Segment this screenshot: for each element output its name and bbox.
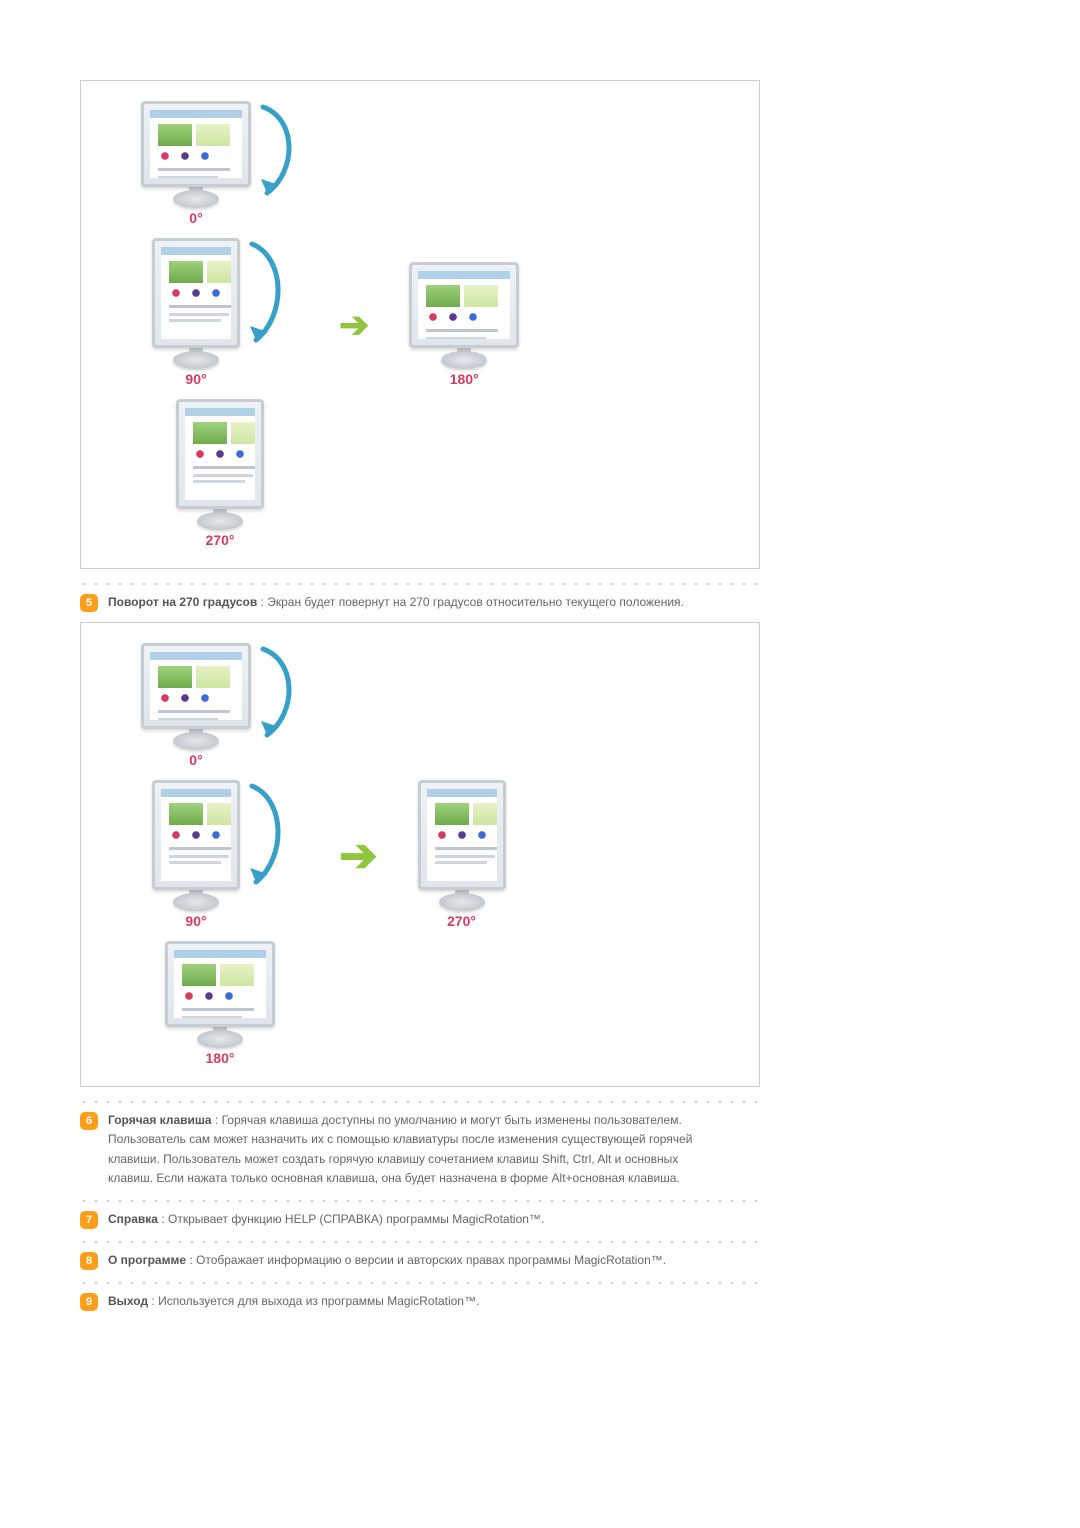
section-body: : Используется для выхода из программы M… <box>148 1294 479 1308</box>
section-5: 5 Поворот на 270 градусов : Экран будет … <box>80 593 760 612</box>
rotate-arrow-icon <box>257 643 299 743</box>
section-title: Справка <box>108 1212 158 1226</box>
section-title: О программе <box>108 1253 186 1267</box>
rotate-arrow-icon <box>246 238 288 348</box>
section-title: Выход <box>108 1294 148 1308</box>
monitor-90deg: 90° <box>152 780 240 929</box>
result-arrow-icon: ➔ <box>339 304 369 346</box>
separator <box>80 1280 760 1286</box>
rotate-arrow-icon <box>257 101 299 201</box>
section-body: : Горячая клавиша доступны по умолчанию … <box>212 1113 682 1127</box>
monitor-0deg: 0° <box>141 643 251 768</box>
rotation-diagram-270: 0° 90° <box>80 622 760 1087</box>
section-title: Горячая клавиша <box>108 1113 212 1127</box>
monitor-180deg: 180° <box>165 941 275 1066</box>
number-badge-6: 6 <box>80 1112 98 1130</box>
separator <box>80 581 760 587</box>
number-badge-9: 9 <box>80 1293 98 1311</box>
section-title: Поворот на 270 градусов <box>108 595 257 609</box>
section-6: 6 Горячая клавиша : Горячая клавиша дост… <box>80 1111 760 1188</box>
monitor-90deg: 90° <box>152 238 240 387</box>
monitor-result-180: 180° <box>409 262 519 387</box>
monitor-result-270: 270° <box>418 780 506 929</box>
section-9: 9 Выход : Используется для выхода из про… <box>80 1292 760 1311</box>
monitor-270deg: 270° <box>176 399 264 548</box>
separator <box>80 1239 760 1245</box>
section-body: : Открывает функцию HELP (СПРАВКА) прогр… <box>158 1212 544 1226</box>
separator <box>80 1099 760 1105</box>
number-badge-8: 8 <box>80 1252 98 1270</box>
number-badge-7: 7 <box>80 1211 98 1229</box>
rotation-diagram-180: 0° 90° <box>80 80 760 569</box>
section-body: : Экран будет повернут на 270 градусов о… <box>257 595 684 609</box>
monitor-0deg: 0° <box>141 101 251 226</box>
section-body-extra: Пользователь сам может назначить их с по… <box>108 1132 692 1184</box>
number-badge-5: 5 <box>80 594 98 612</box>
section-8: 8 О программе : Отображает информацию о … <box>80 1251 760 1270</box>
section-body: : Отображает информацию о версии и автор… <box>186 1253 666 1267</box>
rotate-arrow-icon <box>246 780 288 890</box>
result-arrow-icon: ➔ <box>339 828 378 882</box>
separator <box>80 1198 760 1204</box>
section-7: 7 Справка : Открывает функцию HELP (СПРА… <box>80 1210 760 1229</box>
